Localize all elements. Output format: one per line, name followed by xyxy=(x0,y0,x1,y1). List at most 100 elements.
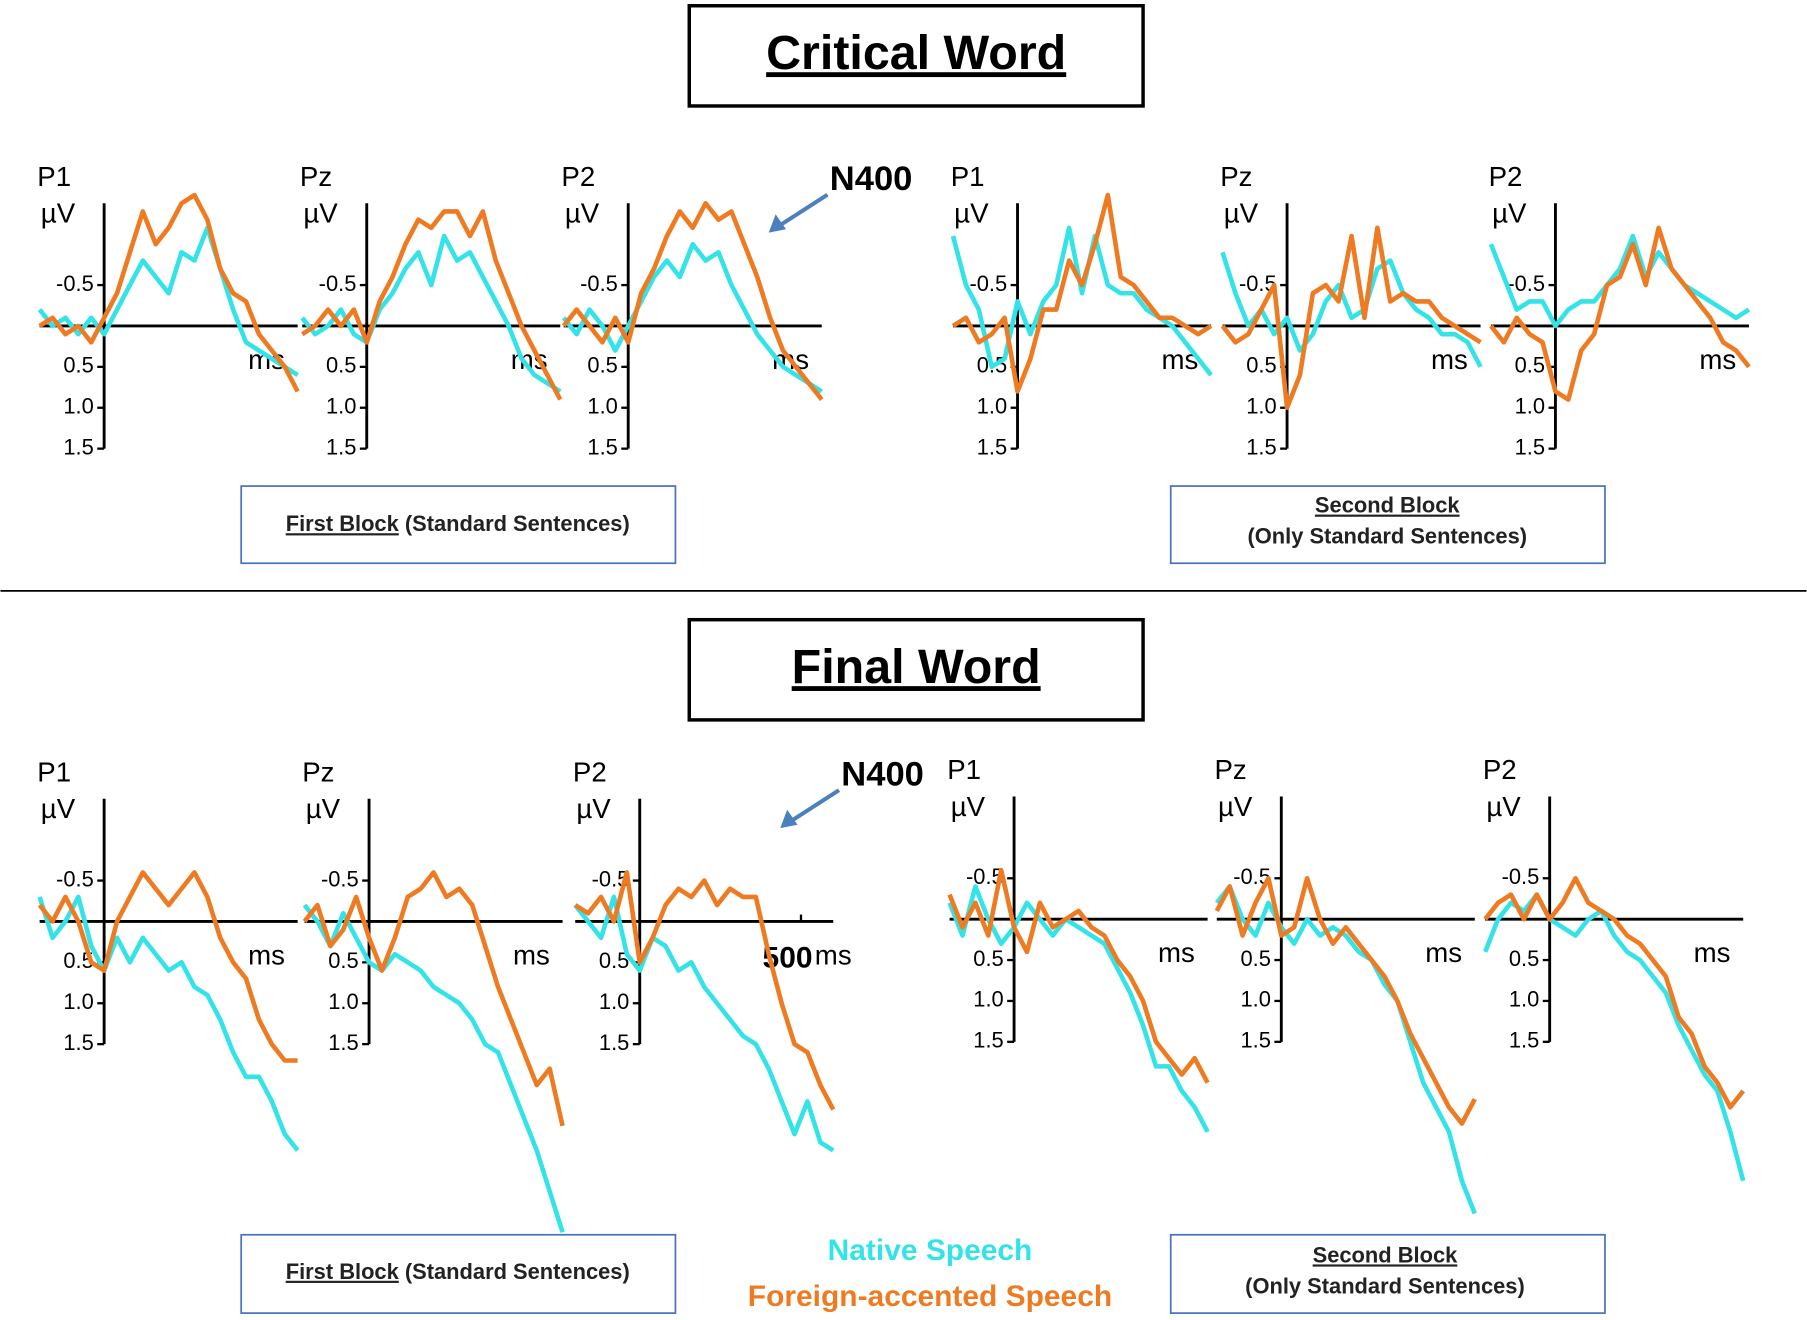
block-box xyxy=(240,485,677,565)
annotation: N400 xyxy=(841,755,924,793)
y-tick-label: -0.5 xyxy=(1507,271,1545,296)
y-axis-label: µV xyxy=(1486,791,1521,822)
title-box xyxy=(687,617,1145,722)
y-tick-label: 0.5 xyxy=(973,946,1003,971)
x-axis-label: ms xyxy=(1694,937,1731,968)
chart-title: P2 xyxy=(561,161,595,192)
y-tick-label: 1.5 xyxy=(63,1030,93,1055)
block-note: (Standard Sentences) xyxy=(405,511,630,536)
y-tick-label: 1.5 xyxy=(599,1030,629,1055)
annotation: N400 xyxy=(830,160,913,198)
y-tick-label: 1.0 xyxy=(973,987,1003,1012)
block-name: Second Block xyxy=(1313,1242,1458,1267)
y-tick-label: -0.5 xyxy=(969,271,1007,296)
section-title: Final Word xyxy=(792,640,1041,694)
y-axis-label: µV xyxy=(41,198,76,229)
waveform xyxy=(37,870,298,1063)
y-tick-label: 1.5 xyxy=(1246,434,1276,459)
section-title: Critical Word xyxy=(766,26,1066,80)
y-tick-label: -0.5 xyxy=(319,271,357,296)
y-tick-label: 0.5 xyxy=(326,353,356,378)
waveform xyxy=(947,884,1210,1133)
waveform xyxy=(573,870,836,1111)
x-axis-label: ms xyxy=(513,939,550,970)
y-axis-label: µV xyxy=(1224,198,1259,229)
chart-title: P1 xyxy=(37,756,71,787)
chart-title: Pz xyxy=(1214,754,1246,785)
waveform xyxy=(950,225,1213,377)
y-axis-label: µV xyxy=(951,791,986,822)
waveform xyxy=(1483,875,1745,1110)
x-axis-label: ms xyxy=(1425,937,1462,968)
y-tick-label: 1.5 xyxy=(587,434,617,459)
y-axis-label: µV xyxy=(306,793,341,824)
y-tick-label: 1.5 xyxy=(1515,434,1545,459)
y-tick-label: 1.5 xyxy=(1509,1028,1539,1053)
chart-title: P2 xyxy=(573,756,607,787)
chart-title: P1 xyxy=(951,161,985,192)
y-axis-label: µV xyxy=(565,198,600,229)
annotation-arrow xyxy=(786,788,841,826)
waveform xyxy=(561,200,824,401)
y-tick-label: 0.5 xyxy=(587,353,617,378)
y-axis-label: µV xyxy=(1492,198,1527,229)
title-box xyxy=(687,4,1145,108)
x-axis-label: ms xyxy=(1158,937,1195,968)
chart-title: Pz xyxy=(302,756,334,787)
y-tick-label: 1.5 xyxy=(1241,1028,1271,1053)
y-tick-label: 0.5 xyxy=(1515,353,1545,378)
y-tick-label: 1.0 xyxy=(599,989,629,1014)
block-name: Second Block xyxy=(1315,493,1460,518)
y-axis-label: µV xyxy=(303,198,338,229)
y-tick-label: 0.5 xyxy=(1246,353,1276,378)
y-tick-label: -0.5 xyxy=(321,866,359,891)
y-tick-label: -0.5 xyxy=(1502,864,1540,889)
legend-entry: Foreign-accented Speech xyxy=(748,1280,1112,1313)
x-axis-label: ms xyxy=(815,939,852,970)
y-tick-label: 1.0 xyxy=(328,989,358,1014)
waveform xyxy=(301,209,563,401)
waveform xyxy=(573,894,835,1153)
chart-title: Pz xyxy=(1220,161,1252,192)
block-name: First Block xyxy=(286,1259,400,1284)
y-tick-label: 1.0 xyxy=(977,394,1007,419)
x-axis-label: ms xyxy=(1431,344,1468,375)
y-axis-label: µV xyxy=(576,793,611,824)
x-axis-label: ms xyxy=(248,939,285,970)
y-tick-label: 1.0 xyxy=(1515,394,1545,419)
waveform xyxy=(951,192,1213,394)
waveform xyxy=(1220,251,1483,368)
y-tick-label: 0.5 xyxy=(1509,946,1539,971)
chart-title: P1 xyxy=(37,161,71,192)
y-tick-label: 1.0 xyxy=(63,394,93,419)
y-axis-label: µV xyxy=(1218,791,1253,822)
y-tick-label: 0.5 xyxy=(328,948,358,973)
block-label: First Block (Standard Sentences) xyxy=(286,1259,630,1284)
chart-title: P2 xyxy=(1483,754,1517,785)
chart-title: P2 xyxy=(1489,161,1523,192)
legend-entry: Native Speech xyxy=(828,1234,1033,1267)
y-axis-label: µV xyxy=(41,793,76,824)
y-tick-label: 1.0 xyxy=(587,394,617,419)
waveform xyxy=(1488,233,1751,329)
y-tick-label: 1.5 xyxy=(977,434,1007,459)
block-note: (Standard Sentences) xyxy=(405,1259,630,1284)
waveform xyxy=(1214,884,1477,1215)
y-axis-label: µV xyxy=(954,198,989,229)
y-tick-label: 1.0 xyxy=(326,394,356,419)
waveform xyxy=(1220,225,1482,411)
y-tick-label: 0.5 xyxy=(1241,946,1271,971)
y-tick-label: -0.5 xyxy=(56,271,94,296)
arrow-head xyxy=(780,809,798,829)
waveform xyxy=(37,894,300,1152)
block-box xyxy=(1169,485,1606,565)
arrow-head xyxy=(768,214,787,233)
waveform xyxy=(1489,225,1751,402)
waveform xyxy=(1483,892,1746,1182)
y-tick-label: 1.0 xyxy=(1246,394,1276,419)
y-tick-label: 1.5 xyxy=(328,1030,358,1055)
waveform xyxy=(1214,875,1477,1126)
waveform xyxy=(302,870,565,1127)
